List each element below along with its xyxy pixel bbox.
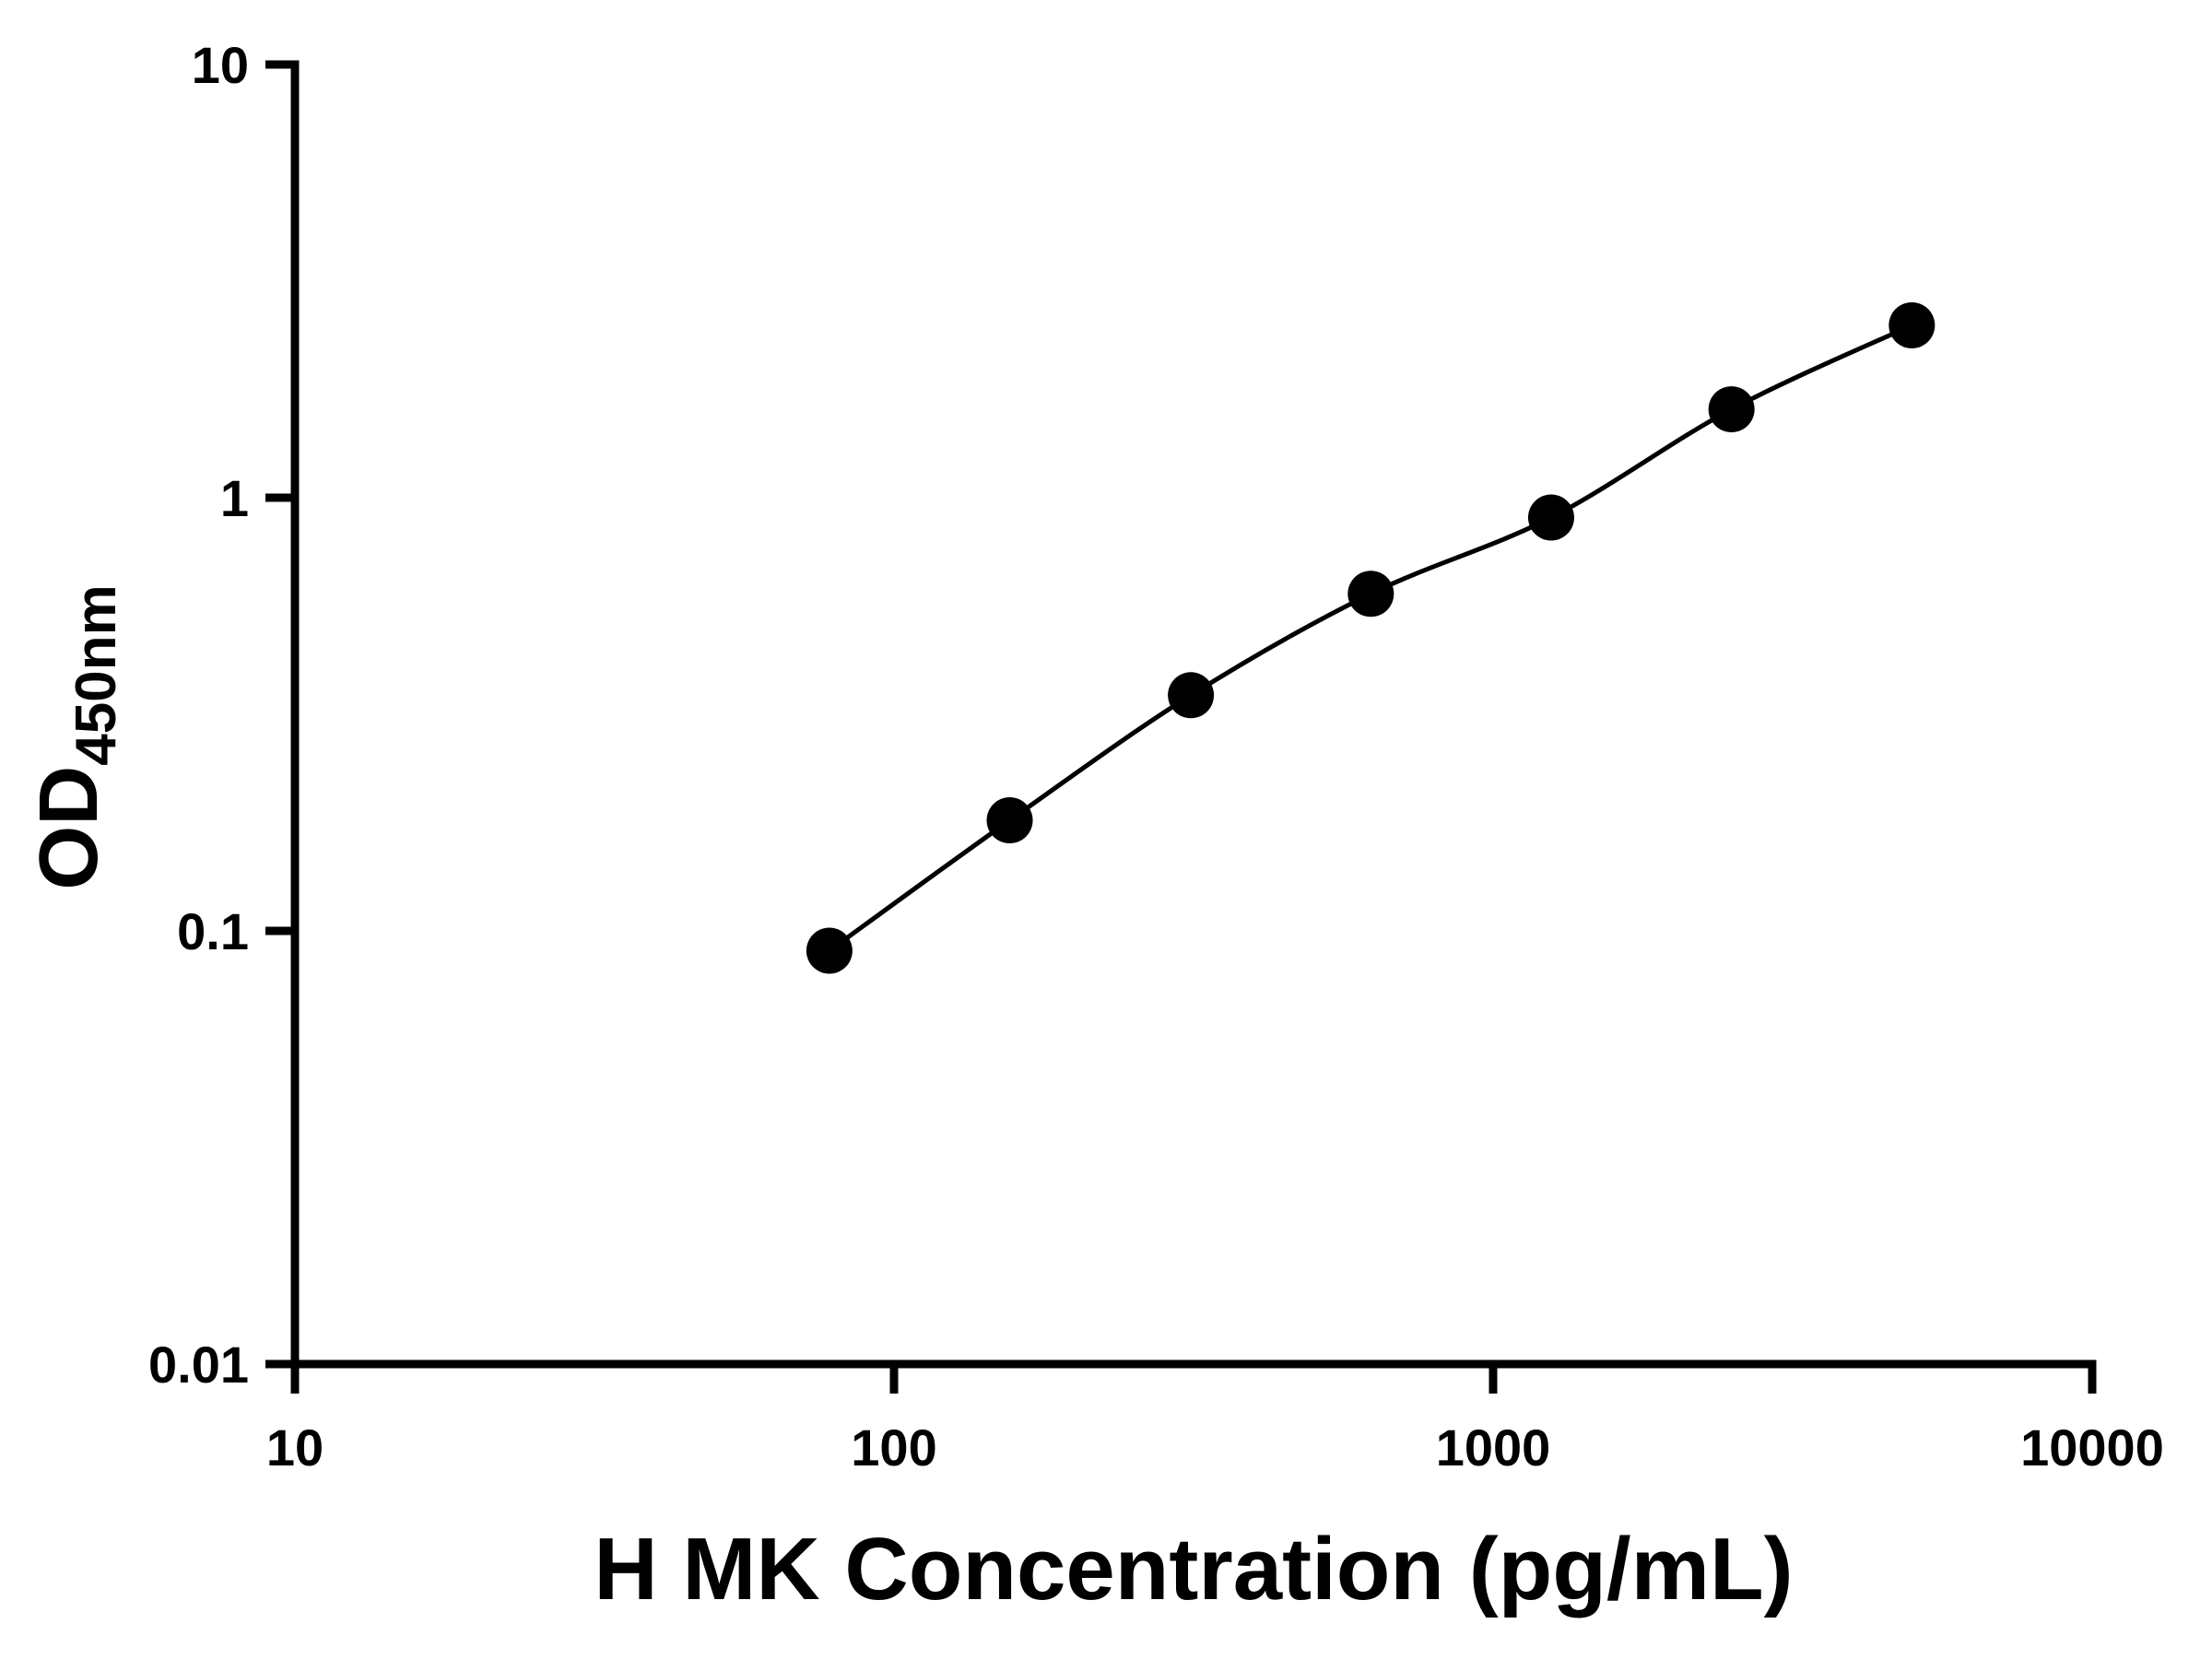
data-point-marker (986, 797, 1033, 844)
x-axis-title: H MK Concentration (pg/mL) (594, 1520, 1793, 1618)
x-axis-tick-label: 10000 (2020, 1418, 2164, 1477)
series-layer (806, 301, 1936, 974)
x-axis-tick-label: 10 (266, 1418, 324, 1477)
y-axis-tick-label: 1 (220, 469, 249, 527)
data-point-marker (1168, 672, 1215, 719)
y-axis-tick-label: 10 (192, 36, 249, 94)
y-axis-title-subscript: 450nm (65, 584, 128, 765)
y-axis-title: OD450nm (23, 584, 128, 889)
data-point-marker (1347, 571, 1394, 618)
y-axis-tick-label: 0.01 (148, 1335, 249, 1394)
data-point-marker (806, 927, 853, 974)
data-point-marker (1527, 494, 1574, 541)
x-axis-tick-label: 1000 (1436, 1418, 1551, 1477)
data-point-marker (1708, 386, 1755, 433)
ticks-layer: 10 100 1000 10000 0.01 0.1 1 10 (148, 36, 2164, 1477)
data-point-marker (1888, 301, 1936, 348)
y-axis-tick-label: 0.1 (177, 902, 249, 960)
y-axis-title-main: OD (23, 766, 115, 890)
x-axis-tick-label: 100 (851, 1418, 936, 1477)
